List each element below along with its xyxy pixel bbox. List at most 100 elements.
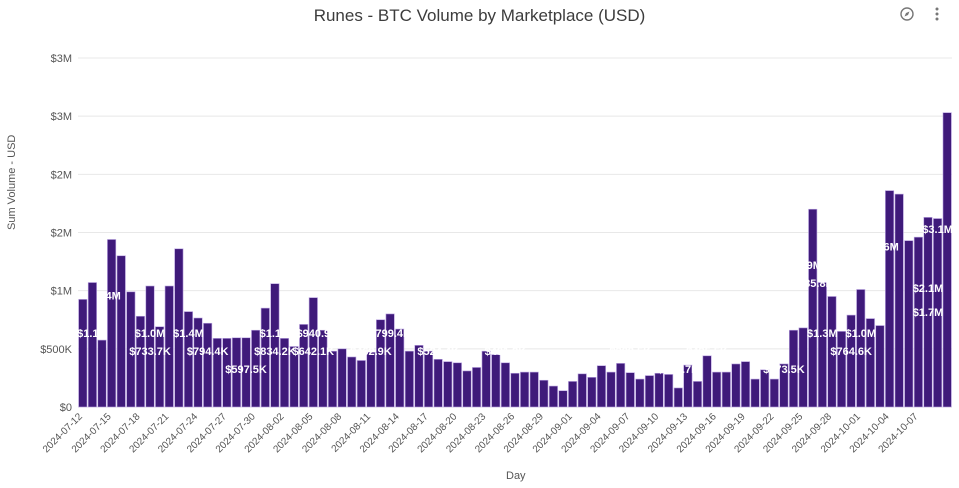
- bar[interactable]: [491, 354, 501, 408]
- bar[interactable]: [596, 365, 606, 408]
- bar[interactable]: [145, 285, 155, 408]
- bar[interactable]: [270, 283, 280, 408]
- bar[interactable]: [452, 362, 462, 408]
- bar[interactable]: [433, 359, 443, 408]
- bar[interactable]: [923, 217, 933, 408]
- bar[interactable]: [731, 363, 741, 408]
- bar[interactable]: [222, 338, 232, 408]
- bar[interactable]: [558, 390, 568, 408]
- bar[interactable]: [356, 360, 366, 408]
- bar[interactable]: [635, 378, 645, 408]
- chart-toolbar: [899, 6, 945, 22]
- bar[interactable]: [231, 337, 241, 408]
- bar[interactable]: [654, 372, 664, 408]
- bar[interactable]: [846, 314, 856, 408]
- bar[interactable]: [644, 375, 654, 408]
- bar[interactable]: [817, 282, 827, 408]
- bar[interactable]: [174, 248, 184, 408]
- bar[interactable]: [808, 208, 818, 408]
- data-label: $462.9K: [350, 346, 392, 358]
- bar[interactable]: [193, 317, 203, 408]
- bar[interactable]: [885, 190, 895, 408]
- bar[interactable]: [760, 369, 770, 408]
- bar[interactable]: [376, 319, 386, 408]
- data-label: .6M: [880, 242, 898, 254]
- bar[interactable]: [750, 378, 760, 408]
- bar[interactable]: [779, 363, 789, 408]
- bar[interactable]: [279, 338, 289, 408]
- bar[interactable]: [692, 381, 702, 408]
- data-label: $642.1K: [293, 346, 335, 358]
- bar[interactable]: [443, 361, 453, 408]
- bar[interactable]: [289, 346, 299, 408]
- bar[interactable]: [741, 361, 751, 408]
- bar[interactable]: [798, 327, 808, 408]
- y-tick-label: $1M: [51, 286, 72, 298]
- bar[interactable]: [251, 329, 261, 408]
- bar[interactable]: [404, 350, 414, 408]
- bar[interactable]: [616, 363, 626, 408]
- bar[interactable]: [548, 385, 558, 408]
- bar[interactable]: [856, 289, 866, 408]
- more-vert-icon[interactable]: [929, 6, 945, 22]
- bar[interactable]: [789, 329, 799, 408]
- bar[interactable]: [673, 387, 683, 408]
- bar[interactable]: [116, 255, 126, 408]
- bar[interactable]: [164, 285, 174, 408]
- bar[interactable]: [462, 370, 472, 408]
- bar[interactable]: [683, 364, 693, 408]
- bar[interactable]: [135, 315, 145, 408]
- bar[interactable]: [260, 307, 270, 408]
- bar[interactable]: [183, 311, 193, 408]
- bar[interactable]: [155, 326, 165, 408]
- bar[interactable]: [577, 373, 587, 408]
- bar[interactable]: [97, 339, 107, 408]
- bar[interactable]: [366, 352, 376, 408]
- bar[interactable]: [712, 371, 722, 408]
- bar[interactable]: [472, 367, 482, 408]
- bar[interactable]: [702, 355, 712, 408]
- bar[interactable]: [510, 372, 520, 408]
- bar[interactable]: [87, 282, 97, 408]
- bar[interactable]: [308, 297, 318, 408]
- bar[interactable]: [568, 381, 578, 408]
- bar[interactable]: [837, 331, 847, 408]
- bar[interactable]: [529, 371, 539, 408]
- bar[interactable]: [865, 318, 875, 408]
- bar[interactable]: [913, 236, 923, 408]
- bar[interactable]: [395, 328, 405, 408]
- bar[interactable]: [539, 379, 549, 408]
- bar[interactable]: [904, 240, 914, 408]
- bar[interactable]: [212, 338, 222, 408]
- bar[interactable]: [875, 325, 885, 408]
- bar[interactable]: [520, 371, 530, 408]
- bar[interactable]: [299, 324, 309, 408]
- bar[interactable]: [347, 356, 357, 408]
- bar[interactable]: [337, 348, 347, 408]
- bar[interactable]: [587, 377, 597, 408]
- bar[interactable]: [894, 193, 904, 408]
- bar[interactable]: [241, 337, 251, 408]
- bar[interactable]: [203, 322, 213, 408]
- data-label: $685.8K: [792, 278, 834, 290]
- bar[interactable]: [424, 350, 434, 408]
- bar[interactable]: [318, 329, 328, 408]
- bar[interactable]: [385, 313, 395, 408]
- bar[interactable]: [664, 374, 674, 408]
- bar[interactable]: [933, 218, 943, 408]
- data-label: $2.1M: [913, 283, 944, 295]
- explore-compass-icon[interactable]: [899, 6, 915, 22]
- bar[interactable]: [328, 350, 338, 408]
- bar[interactable]: [606, 371, 616, 408]
- bar[interactable]: [414, 345, 424, 408]
- bar[interactable]: [126, 291, 136, 408]
- bar[interactable]: [721, 371, 731, 408]
- bar[interactable]: [500, 362, 510, 408]
- bar[interactable]: [481, 350, 491, 408]
- bar[interactable]: [625, 372, 635, 408]
- bar[interactable]: [78, 299, 88, 408]
- bar[interactable]: [942, 112, 952, 408]
- bar[interactable]: [769, 378, 779, 408]
- bar[interactable]: [827, 296, 837, 408]
- bar[interactable]: [107, 239, 117, 408]
